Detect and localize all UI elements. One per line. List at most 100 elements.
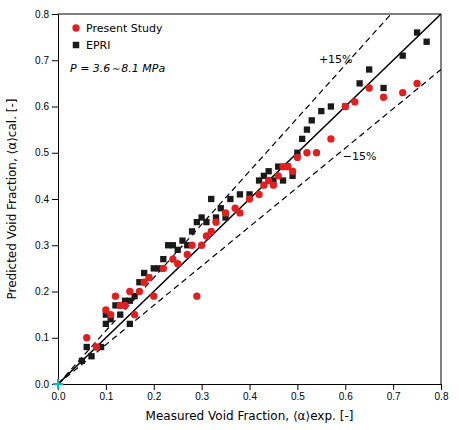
tick: 0.5: [291, 384, 305, 402]
x-axis-title: Measured Void Fraction, ⟨α⟩exp. [-]: [146, 409, 354, 423]
tick: 0.1: [99, 384, 113, 402]
tick-label: 0.3: [35, 240, 49, 251]
tick-mark: [297, 384, 298, 390]
point: [304, 126, 310, 132]
tick: 0.7: [35, 55, 58, 66]
series: [83, 80, 421, 351]
point: [366, 84, 373, 91]
point: [145, 274, 152, 281]
point: [414, 29, 420, 35]
tick-label: 0.8: [435, 391, 449, 402]
point: [208, 196, 214, 202]
point: [93, 343, 100, 350]
point: [399, 89, 406, 96]
point: [189, 228, 195, 234]
point: [117, 311, 123, 317]
frame: [58, 14, 441, 15]
reference-line: [58, 14, 441, 384]
point: [356, 80, 362, 86]
tick: 0.8: [435, 384, 449, 402]
tick-label: 0.1: [99, 391, 113, 402]
legend-label: EPRI: [86, 39, 110, 52]
plot: 0.00.10.20.30.40.50.60.70.80.00.10.20.30…: [5, 0, 449, 423]
annotation: P = 3.6～8.1 MPa: [70, 62, 165, 75]
point: [175, 247, 181, 253]
point: [309, 117, 315, 123]
tick-label: 0.6: [339, 391, 353, 402]
point: [160, 256, 166, 262]
tick-mark: [52, 292, 58, 293]
tick-mark: [106, 384, 107, 390]
tick: 0.4: [243, 384, 257, 402]
tick: 0.8: [35, 9, 58, 20]
point: [342, 103, 349, 110]
point: [380, 85, 386, 91]
axis-line: [52, 15, 59, 385]
point: [93, 344, 99, 350]
x-axis: 0.00.10.20.30.40.50.60.70.8: [52, 384, 449, 402]
point: [380, 94, 387, 101]
tick: 0.2: [147, 384, 161, 402]
tick-label: 0.5: [35, 147, 49, 158]
point: [188, 242, 195, 249]
point: [198, 242, 205, 249]
point: [127, 321, 133, 327]
point: [351, 98, 358, 105]
tick-label: 0.5: [291, 391, 305, 402]
tick-label: 0.4: [35, 194, 49, 205]
point: [313, 149, 320, 156]
point: [413, 80, 420, 87]
point: [303, 149, 310, 156]
point: [400, 52, 406, 58]
chart: 0.00.10.20.30.40.50.60.70.80.00.10.20.30…: [0, 0, 459, 430]
tick-label: 0.7: [35, 55, 49, 66]
point: [193, 292, 200, 299]
annotation: −15%: [343, 150, 377, 163]
legend: Present Study EPRI: [72, 22, 163, 52]
origin-marker: [53, 379, 63, 389]
point: [236, 209, 243, 216]
point: [84, 344, 90, 350]
point: [237, 191, 243, 197]
legend-label: Present Study: [86, 22, 163, 35]
tick-mark: [393, 384, 394, 390]
tick-label: 0.0: [52, 391, 66, 402]
point: [299, 136, 305, 142]
point: [150, 292, 157, 299]
reference-line: [58, 70, 441, 385]
point: [126, 288, 133, 295]
tick: 0.2: [35, 286, 58, 297]
point: [423, 39, 429, 45]
point: [328, 103, 334, 109]
point: [289, 168, 296, 175]
tick-label: 0.8: [35, 9, 49, 20]
y-axis-title: Predicted Void Fraction, ⟨α⟩cal. [-]: [5, 99, 19, 300]
point: [366, 66, 372, 72]
tick: 0.6: [35, 101, 58, 112]
tick-mark: [441, 384, 442, 390]
series: [79, 29, 430, 364]
point: [112, 292, 119, 299]
point: [342, 103, 348, 109]
point: [294, 154, 301, 161]
tick-mark: [52, 199, 58, 200]
tick: 0.7: [387, 384, 401, 402]
tick-mark: [345, 384, 346, 390]
tick-label: 0.2: [147, 391, 161, 402]
tick-mark: [52, 60, 58, 61]
legend-symbol: [72, 24, 79, 31]
tick: 0.4: [35, 194, 58, 205]
point: [160, 265, 167, 272]
tick-label: 0.0: [35, 379, 49, 390]
tick: 0.5: [35, 147, 58, 158]
point: [184, 251, 191, 258]
point: [83, 334, 90, 341]
point: [146, 274, 152, 280]
point: [88, 353, 94, 359]
point: [79, 358, 85, 364]
tick-mark: [154, 384, 155, 390]
legend-item: Present Study: [72, 22, 163, 35]
legend-symbol: [73, 42, 79, 48]
tick-mark: [52, 153, 58, 154]
tick-mark: [52, 14, 58, 15]
